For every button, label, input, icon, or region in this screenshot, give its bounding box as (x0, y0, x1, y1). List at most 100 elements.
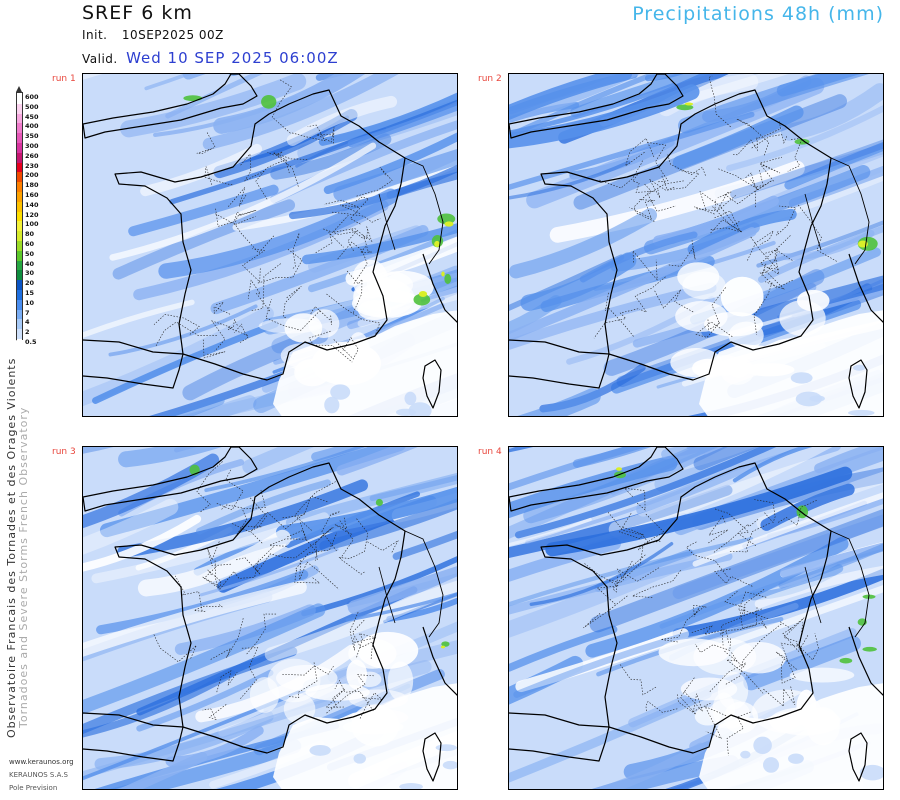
department-line (221, 489, 266, 510)
department-line (153, 314, 200, 335)
dry-patch (779, 300, 826, 337)
legend-label: 180 (25, 181, 39, 190)
color-legend: 600 500 450 400 350 300 260 230 200 180 160 140 120 1… (16, 86, 64, 349)
italy-coast (848, 253, 883, 323)
department-line (242, 248, 266, 283)
precip-streak (509, 74, 641, 123)
precip-streak (347, 103, 457, 148)
eastern-border (404, 530, 444, 638)
precip-streak (758, 225, 883, 283)
precip-streak (779, 542, 883, 578)
convective-cell (413, 293, 431, 306)
department-line (257, 541, 317, 572)
precip-spot (324, 396, 340, 414)
convective-cell (862, 646, 877, 652)
convective-cell (441, 641, 450, 647)
department-line (213, 301, 231, 315)
legend-label: 4 (25, 318, 30, 327)
department-line (699, 190, 740, 226)
department-line (677, 677, 697, 715)
precip-streak (192, 395, 257, 416)
department-line (288, 662, 318, 698)
precip-streak (112, 199, 296, 280)
precip-streak (549, 160, 805, 243)
map-panel-run-1[interactable] (82, 73, 458, 417)
department-line (736, 118, 770, 156)
valid-value: Wed 10 SEP 2025 06:00Z (126, 49, 339, 67)
precip-streak (83, 306, 274, 407)
init-line: Init. 10SEP2025 00Z (82, 28, 224, 42)
precip-streak (608, 447, 833, 537)
precip-streak (137, 529, 291, 597)
precip-streak (760, 483, 855, 531)
precip-streak (165, 74, 263, 119)
precip-streak (509, 160, 631, 200)
legend-swatch (17, 172, 22, 183)
dry-patch (731, 641, 786, 674)
convective-core (434, 240, 440, 248)
department-line (645, 701, 679, 713)
precip-streak (83, 603, 326, 715)
department-line (716, 191, 736, 212)
legend-label: 350 (25, 132, 39, 141)
precip-streak (509, 74, 633, 121)
department-line (750, 236, 779, 270)
department-line (724, 591, 762, 617)
map-panel-run-2[interactable] (508, 73, 884, 417)
department-line (282, 495, 328, 519)
spain-coast (83, 339, 184, 389)
legend-label: 600 (25, 93, 39, 101)
precip-streak (513, 628, 704, 698)
precip-streak (814, 447, 883, 474)
department-line (236, 546, 274, 575)
precip-streak (196, 479, 331, 535)
precip-streak (336, 447, 418, 476)
dry-patch (348, 638, 397, 669)
department-line (721, 589, 765, 646)
legend-label: 30 (25, 269, 35, 278)
legend-swatch (17, 192, 22, 202)
france-outline (114, 462, 406, 754)
department-line (196, 132, 216, 154)
legend-swatch (17, 123, 22, 134)
department-line (593, 308, 639, 339)
website-link[interactable]: www.keraunos.org (9, 758, 74, 766)
precip-streak (509, 447, 719, 539)
valid-line: Valid. Wed 10 SEP 2025 06:00Z (82, 49, 339, 67)
department-line (216, 469, 244, 511)
uk-coast (83, 447, 258, 512)
department-line (713, 519, 759, 553)
dry-patch (357, 671, 382, 688)
department-line (219, 558, 260, 590)
precip-streak (83, 299, 195, 338)
department-line (203, 560, 220, 589)
precip-streak (99, 447, 406, 538)
convective-cell (444, 273, 452, 284)
department-borders (593, 75, 839, 339)
department-line (265, 299, 321, 331)
france-outline (540, 89, 832, 381)
precipitation-map (83, 74, 457, 416)
dry-patch (305, 683, 370, 701)
map-panel-run-3[interactable] (82, 446, 458, 790)
precip-streak (92, 320, 279, 404)
department-line (239, 647, 259, 700)
department-line (607, 512, 644, 536)
precip-streak (791, 286, 883, 318)
precip-streak (593, 742, 706, 789)
coastlines (509, 74, 883, 409)
department-line (214, 213, 275, 254)
precip-streak (509, 550, 697, 638)
precip-streak (644, 74, 684, 82)
precip-spot (408, 402, 432, 416)
rhine-border (804, 193, 822, 251)
precip-streak (509, 282, 717, 351)
legend-label: 80 (25, 230, 35, 239)
map-panel-run-4[interactable] (508, 446, 884, 790)
spain-coast (509, 712, 610, 762)
department-line (787, 137, 803, 172)
department-line (269, 522, 307, 547)
precip-streak (83, 514, 202, 572)
precip-streak (118, 751, 208, 789)
legend-label: 260 (25, 151, 39, 160)
